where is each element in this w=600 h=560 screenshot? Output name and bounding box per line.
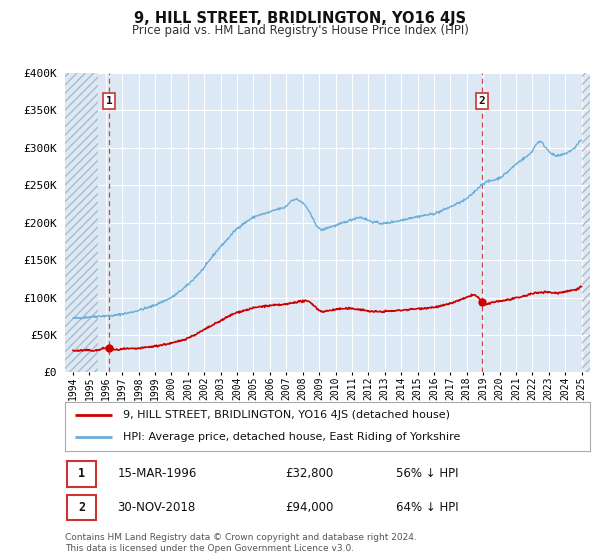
Text: 2: 2 (78, 501, 85, 514)
Text: 1: 1 (78, 468, 85, 480)
Text: 15-MAR-1996: 15-MAR-1996 (118, 468, 197, 480)
FancyBboxPatch shape (67, 495, 96, 520)
Text: 2: 2 (478, 96, 485, 106)
Text: £94,000: £94,000 (286, 501, 334, 514)
Text: £32,800: £32,800 (286, 468, 334, 480)
Text: Price paid vs. HM Land Registry's House Price Index (HPI): Price paid vs. HM Land Registry's House … (131, 24, 469, 36)
Bar (65, 73, 98, 372)
Text: HPI: Average price, detached house, East Riding of Yorkshire: HPI: Average price, detached house, East… (122, 432, 460, 442)
Text: 9, HILL STREET, BRIDLINGTON, YO16 4JS (detached house): 9, HILL STREET, BRIDLINGTON, YO16 4JS (d… (122, 410, 449, 420)
FancyBboxPatch shape (67, 461, 96, 487)
Text: 9, HILL STREET, BRIDLINGTON, YO16 4JS: 9, HILL STREET, BRIDLINGTON, YO16 4JS (134, 11, 466, 26)
Text: Contains HM Land Registry data © Crown copyright and database right 2024.
This d: Contains HM Land Registry data © Crown c… (65, 533, 416, 553)
Text: 1: 1 (106, 96, 113, 106)
Text: 56% ↓ HPI: 56% ↓ HPI (395, 468, 458, 480)
Text: 30-NOV-2018: 30-NOV-2018 (118, 501, 196, 514)
Text: 64% ↓ HPI: 64% ↓ HPI (395, 501, 458, 514)
Bar (581, 73, 590, 372)
